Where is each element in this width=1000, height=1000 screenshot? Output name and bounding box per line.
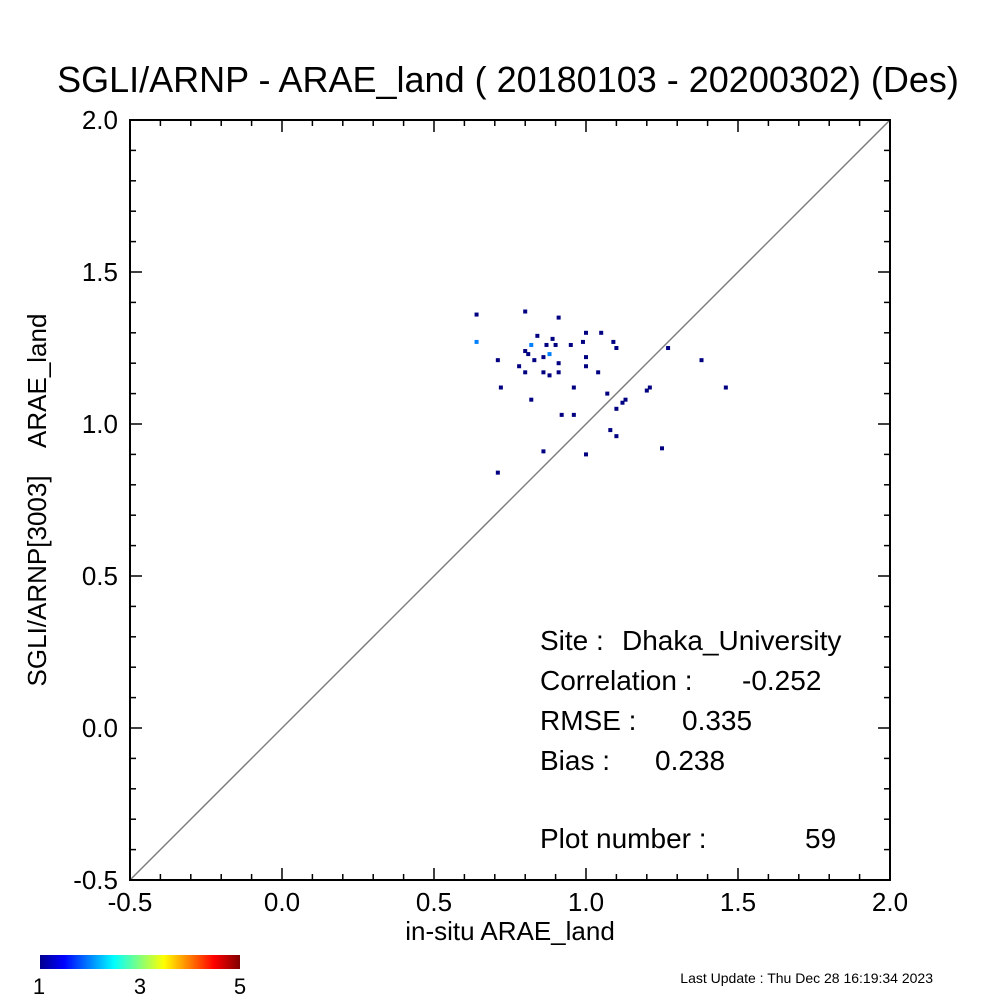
data-point — [580, 339, 585, 344]
stat-bias-label: Bias : — [540, 745, 610, 776]
one-to-one-line — [129, 119, 891, 881]
data-point — [660, 446, 664, 451]
x-axis-label: in-situ ARAE_land — [405, 916, 615, 946]
data-point — [495, 470, 500, 475]
stat-correlation-value: -0.252 — [742, 665, 821, 696]
plot-area — [129, 119, 891, 881]
data-point — [523, 349, 528, 354]
x-tick-label: 1.0 — [568, 887, 604, 917]
data-point — [666, 346, 671, 350]
last-update-text: Last Update : Thu Dec 28 16:19:34 2023 — [680, 970, 933, 986]
data-point — [596, 370, 601, 375]
stat-plot-number-value: 59 — [805, 823, 836, 854]
data-point — [523, 309, 528, 314]
data-point — [605, 391, 610, 396]
plot-frame — [129, 119, 891, 881]
x-tick-label: 2.0 — [872, 887, 908, 917]
x-tick-label: 0.0 — [264, 887, 300, 917]
stats-box: Site : Dhaka_University Correlation : -0… — [540, 625, 841, 854]
y-tick-label: 0.0 — [82, 713, 118, 743]
colorbar-tick-mid: 3 — [134, 974, 146, 999]
data-point — [623, 397, 628, 402]
data-point — [541, 370, 546, 375]
data-point — [529, 342, 534, 347]
data-point — [517, 364, 522, 369]
data-point — [535, 333, 540, 338]
y-tick-label: 2.0 — [82, 105, 118, 135]
data-point — [571, 412, 576, 417]
data-point — [647, 385, 652, 390]
y-tick-label: 1.0 — [82, 409, 118, 439]
data-point — [556, 370, 561, 375]
data-point — [495, 358, 500, 363]
y-tick-label: -0.5 — [73, 865, 118, 895]
data-point — [550, 336, 555, 341]
x-tick-label: 0.5 — [416, 887, 452, 917]
data-point — [568, 342, 573, 347]
data-point — [699, 358, 704, 363]
data-point — [556, 361, 561, 366]
x-tick-label: 1.5 — [720, 887, 756, 917]
data-point — [599, 330, 604, 335]
data-point — [553, 342, 558, 347]
data-point — [547, 352, 552, 357]
data-point — [584, 452, 588, 457]
stat-plot-number-label: Plot number : — [540, 823, 707, 854]
data-point — [523, 370, 528, 375]
data-point — [584, 330, 588, 335]
stat-rmse-value: 0.335 — [682, 705, 752, 736]
data-point — [544, 342, 549, 347]
data-point — [611, 339, 616, 344]
data-point — [614, 346, 619, 350]
data-point — [541, 449, 546, 454]
data-point — [529, 397, 534, 402]
data-point — [559, 412, 564, 417]
stat-correlation-label: Correlation : — [540, 665, 693, 696]
data-point — [620, 400, 625, 405]
y-tick-label: 1.5 — [82, 257, 118, 287]
data-point — [556, 315, 561, 320]
data-point — [547, 373, 552, 378]
data-point — [614, 406, 619, 411]
data-point — [644, 388, 649, 393]
x-tick-label: -0.5 — [108, 887, 153, 917]
data-point — [614, 434, 619, 439]
colorbar: 1 3 5 — [33, 955, 246, 999]
colorbar-gradient — [40, 955, 240, 969]
data-point — [571, 385, 576, 390]
data-point — [532, 358, 537, 363]
data-point — [498, 385, 503, 390]
data-point — [474, 339, 479, 344]
data-point — [541, 355, 546, 360]
data-point — [526, 352, 531, 357]
stat-rmse-label: RMSE : — [540, 705, 636, 736]
chart-title: SGLI/ARNP - ARAE_land ( 20180103 - 20200… — [57, 59, 959, 100]
stat-site-label: Site : — [540, 625, 604, 656]
colorbar-tick-max: 5 — [234, 974, 246, 999]
y-tick-label: 0.5 — [82, 561, 118, 591]
data-point — [723, 385, 728, 390]
colorbar-tick-min: 1 — [33, 974, 45, 999]
stat-bias-value: 0.238 — [655, 745, 725, 776]
y-axis-label: SGLI/ARNP[3003] ARAE_land — [22, 314, 52, 687]
data-point — [584, 364, 588, 369]
data-point — [608, 428, 613, 433]
data-point — [584, 355, 588, 360]
stat-site-value: Dhaka_University — [622, 625, 841, 656]
data-point — [474, 312, 479, 317]
